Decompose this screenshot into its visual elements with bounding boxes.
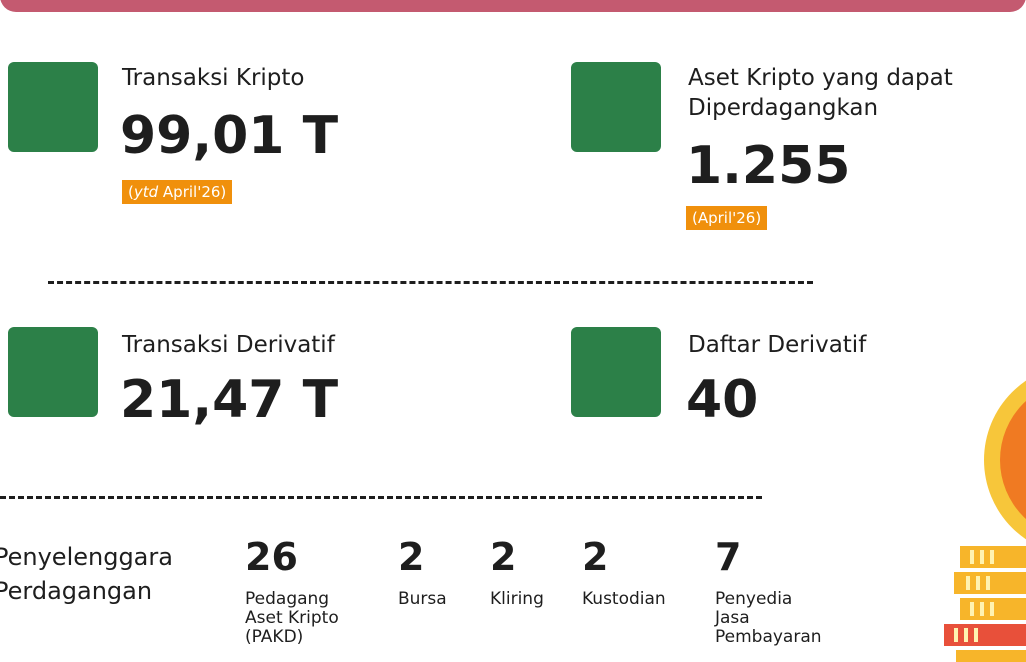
operator-count: 26	[245, 535, 298, 579]
icon-box	[571, 327, 661, 417]
divider	[0, 496, 762, 499]
badge: (April'26)	[686, 206, 768, 230]
operator-count: 7	[715, 535, 742, 579]
label-line: Penyedia	[715, 589, 793, 609]
section-label: Penyelenggara Perdagangan	[0, 543, 173, 605]
card-title: Aset Kripto yang dapat Diperdagangkan	[688, 65, 953, 121]
card-title: Daftar Derivatif	[688, 332, 867, 358]
operator-count: 2	[490, 535, 517, 579]
label-line: Pedagang	[245, 589, 330, 609]
operator-label: Pedagang Aset Kripto (PAKD)	[245, 590, 339, 647]
top-bar	[0, 0, 1026, 12]
operator-label: Bursa	[398, 590, 447, 609]
operator-label: Kliring	[490, 590, 544, 609]
label-line: Kliring	[490, 589, 544, 609]
coin-illustration	[944, 380, 1026, 662]
card-value: 99,01 T	[120, 106, 339, 166]
label-line: Kustodian	[582, 589, 666, 609]
icon-box	[8, 327, 98, 417]
badge: (ytd April'26)	[122, 180, 233, 204]
operator-label: Penyedia Jasa Pembayaran	[715, 590, 822, 647]
label-line: Aset Kripto	[245, 608, 339, 628]
label-line: Pembayaran	[715, 627, 822, 647]
operator-count: 2	[582, 535, 609, 579]
operator-label: Kustodian	[582, 590, 666, 609]
icon-box	[8, 62, 98, 152]
card-title: Transaksi Derivatif	[122, 332, 335, 358]
operator-count: 2	[398, 535, 425, 579]
card-value: 21,47 T	[120, 370, 339, 430]
divider	[48, 281, 813, 284]
card-value: 40	[686, 370, 759, 430]
card-title: Transaksi Kripto	[122, 65, 305, 91]
icon-box	[571, 62, 661, 152]
label-line: Jasa	[715, 608, 750, 628]
label-line: (PAKD)	[245, 627, 304, 647]
label-line: Bursa	[398, 589, 447, 609]
card-value: 1.255	[686, 136, 851, 196]
